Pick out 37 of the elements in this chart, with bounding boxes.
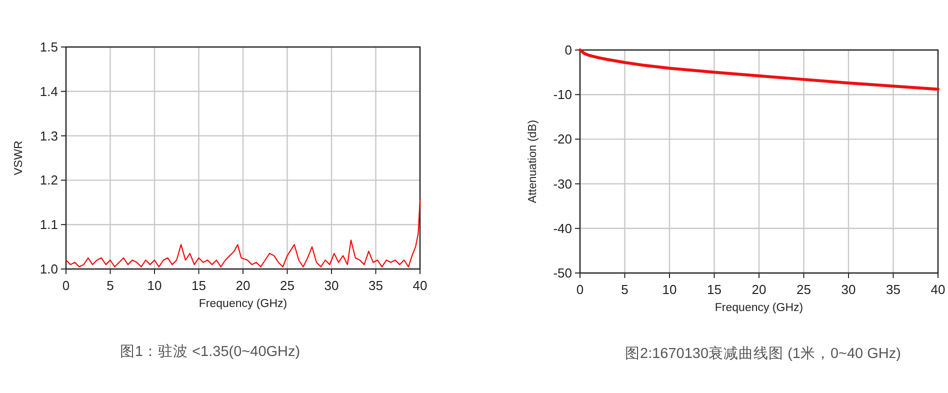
x-tick-label: 5 [621,282,628,297]
y-tick-label: -40 [553,220,572,236]
x-tick-label: 40 [930,282,946,297]
x-axis-title: Frequency (GHz) [198,298,288,310]
y-tick-label: -10 [553,87,572,102]
x-tick-label: 5 [106,278,114,293]
y-tick-label: 1.4 [40,84,58,99]
x-tick-label: 15 [707,282,722,297]
y-tick-label: -30 [553,176,572,192]
caption: 图2:1670130衰减曲线图 (1米，0~40 GHz) [625,345,901,362]
x-tick-label: 20 [236,278,250,293]
x-tick-label: 35 [886,282,900,297]
x-axis-title: Frequency (GHz) [714,302,804,314]
y-tick-label: -50 [553,266,572,280]
x-tick-label: 30 [841,282,856,297]
y-tick-label: 1.5 [40,40,58,54]
x-tick-label: 0 [62,278,70,293]
line-series [65,200,421,268]
x-tick-label: 30 [324,278,339,293]
y-tick-label: 1.2 [40,172,58,188]
x-tick-label: 25 [280,278,294,293]
caption: 图1：驻波 <1.35(0~40GHz) [120,343,300,360]
x-tick-label: 40 [412,278,428,293]
x-tick-label: 35 [368,278,383,293]
y-tick-label: -20 [553,132,572,147]
x-tick-label: 25 [796,282,811,297]
x-tick-label: 0 [576,282,584,297]
y-tick-label: 1.1 [40,217,58,232]
x-tick-label: 10 [662,282,677,297]
y-tick-label: 1.0 [40,262,58,276]
x-tick-label: 10 [147,278,162,293]
y-tick-label: 0 [564,42,572,58]
x-tick-label: 20 [752,282,766,297]
y-axis-title: VSWR [13,140,25,176]
y-tick-label: 1.3 [40,128,58,144]
x-tick-label: 15 [192,278,206,293]
y-axis-title: Attenuation (dB) [527,120,539,204]
